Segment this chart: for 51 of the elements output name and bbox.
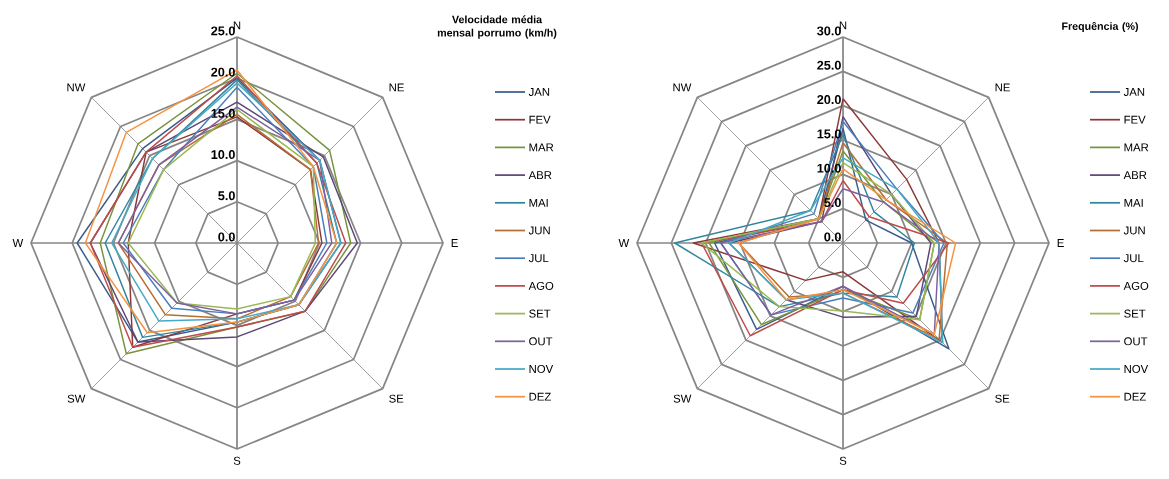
y-tick-label: 30.0 <box>817 26 841 36</box>
y-tick-label: 25.0 <box>211 26 235 36</box>
spoke-label: NW <box>67 83 86 92</box>
spoke-label: E <box>451 239 458 247</box>
y-tick-label: 0.0 <box>218 232 235 242</box>
spoke-label: SW <box>673 394 692 403</box>
legend-label: SET <box>529 309 551 318</box>
legend-label: NOV <box>529 365 554 373</box>
y-tick-label: 5.0 <box>218 191 235 201</box>
legend-label: MAR <box>529 143 554 152</box>
legend-label: MAI <box>529 198 548 207</box>
legend-label: OUT <box>529 337 553 346</box>
spoke-label: S <box>839 456 847 465</box>
y-tick-label: 25.0 <box>817 60 841 70</box>
spoke-label: W <box>12 239 24 247</box>
legend-label: OUT <box>1124 337 1148 346</box>
legend-label: NOV <box>1124 365 1149 373</box>
chart-title: Frequência (%) <box>1062 21 1138 33</box>
legend-label: ABR <box>1123 171 1147 179</box>
legend-label: FEV <box>1124 115 1146 124</box>
legend-label: JAN <box>1123 88 1145 96</box>
spoke-label: SE <box>389 394 404 403</box>
spoke-label: NE <box>389 83 404 92</box>
spoke-label: W <box>618 239 630 247</box>
legend-label: JUN <box>528 226 550 235</box>
legend-label: DEZ <box>1124 392 1146 401</box>
spoke-label: SW <box>67 394 86 403</box>
legend-label: JUL <box>528 254 549 263</box>
legend-label: SET <box>1124 309 1146 318</box>
legend-label: MAI <box>1124 198 1143 207</box>
spoke-label: SE <box>995 394 1010 403</box>
legend-label: ABR <box>528 171 552 179</box>
legend-label: JAN <box>528 88 550 96</box>
spoke-label: NW <box>673 83 692 92</box>
y-tick-label: 0.0 <box>824 232 841 242</box>
legend-label: MAR <box>1124 143 1149 152</box>
spoke-label: N <box>839 21 847 30</box>
y-tick-label: 20.0 <box>817 95 841 105</box>
spoke-label: NE <box>995 83 1010 92</box>
legend-label: JUL <box>1123 254 1144 263</box>
legend-label: FEV <box>529 115 551 124</box>
spoke-label: N <box>233 21 241 30</box>
spoke-label: E <box>1057 239 1064 247</box>
legend-label: JUN <box>1123 226 1145 235</box>
y-tick-label: 10.0 <box>211 150 235 159</box>
legend-label: DEZ <box>529 392 551 401</box>
spoke-label: S <box>233 456 241 465</box>
legend-label: AGO <box>528 281 554 290</box>
legend-label: AGO <box>1123 281 1149 290</box>
y-tick-label: 20.0 <box>211 67 235 77</box>
chart-title: Velocidade média mensal porrumo (km/h) <box>437 15 557 39</box>
